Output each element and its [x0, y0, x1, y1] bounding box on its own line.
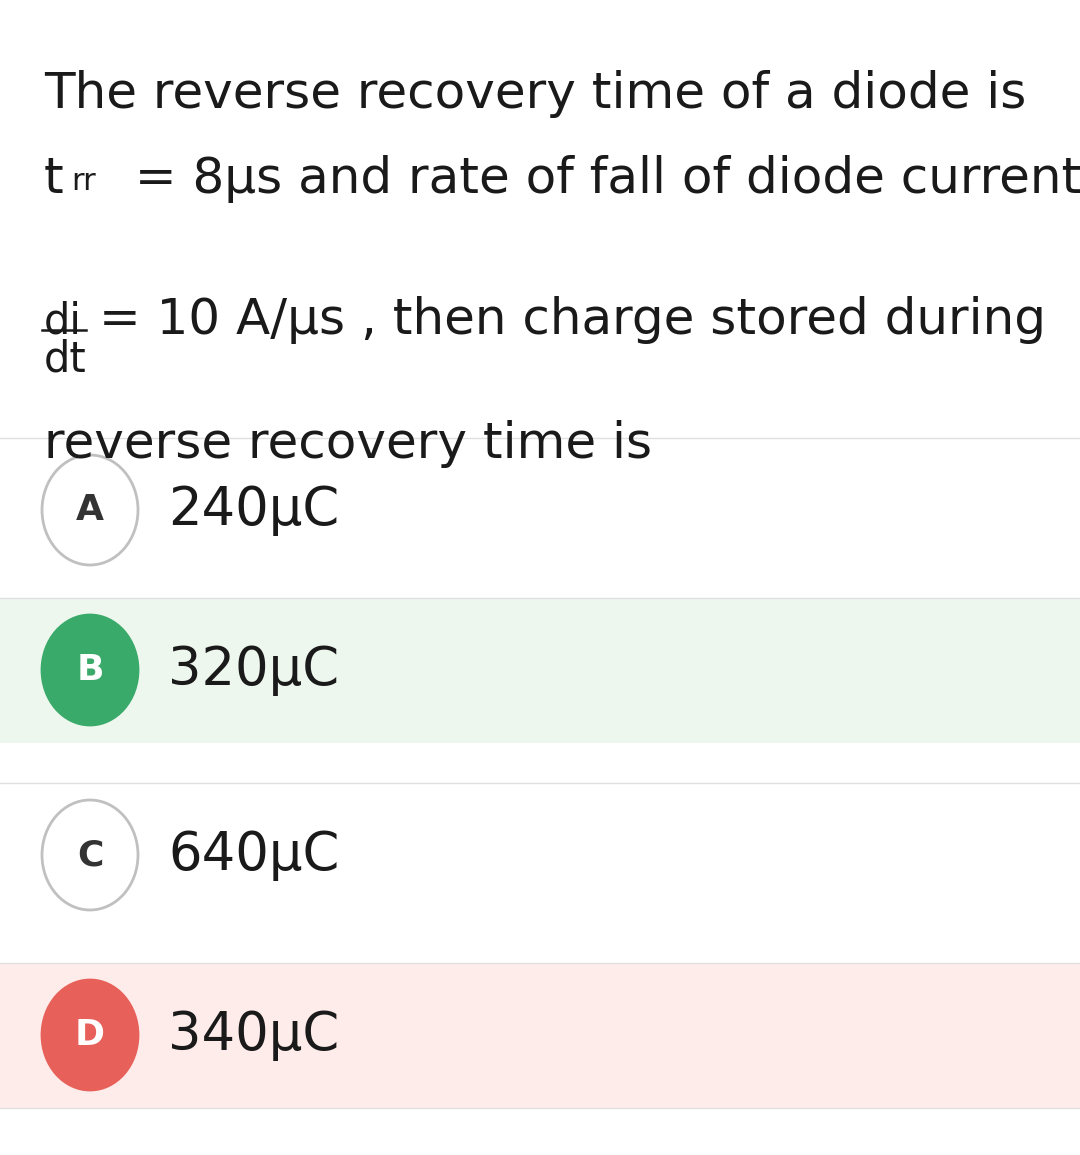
Text: C: C [77, 839, 104, 872]
Text: 320μC: 320μC [168, 644, 339, 696]
Text: = 10 A/μs , then charge stored during: = 10 A/μs , then charge stored during [99, 296, 1047, 344]
Ellipse shape [42, 455, 138, 565]
Text: B: B [77, 653, 104, 687]
Text: 640μC: 640μC [168, 829, 339, 881]
Ellipse shape [42, 979, 138, 1090]
Text: The reverse recovery time of a diode is: The reverse recovery time of a diode is [44, 70, 1026, 118]
Text: D: D [75, 1018, 105, 1052]
Text: reverse recovery time is: reverse recovery time is [44, 420, 652, 468]
Text: A: A [76, 493, 104, 527]
FancyBboxPatch shape [0, 438, 1080, 582]
FancyBboxPatch shape [0, 782, 1080, 927]
Text: di: di [44, 300, 82, 342]
Text: 240μC: 240μC [168, 484, 339, 536]
Text: t: t [44, 155, 64, 203]
FancyBboxPatch shape [0, 962, 1080, 1108]
Text: rr: rr [71, 167, 96, 196]
Text: 340μC: 340μC [168, 1009, 339, 1061]
Text: dt: dt [44, 340, 86, 381]
Ellipse shape [42, 614, 138, 725]
Text: = 8μs and rate of fall of diode current: = 8μs and rate of fall of diode current [119, 155, 1080, 203]
Ellipse shape [42, 800, 138, 910]
FancyBboxPatch shape [0, 597, 1080, 743]
